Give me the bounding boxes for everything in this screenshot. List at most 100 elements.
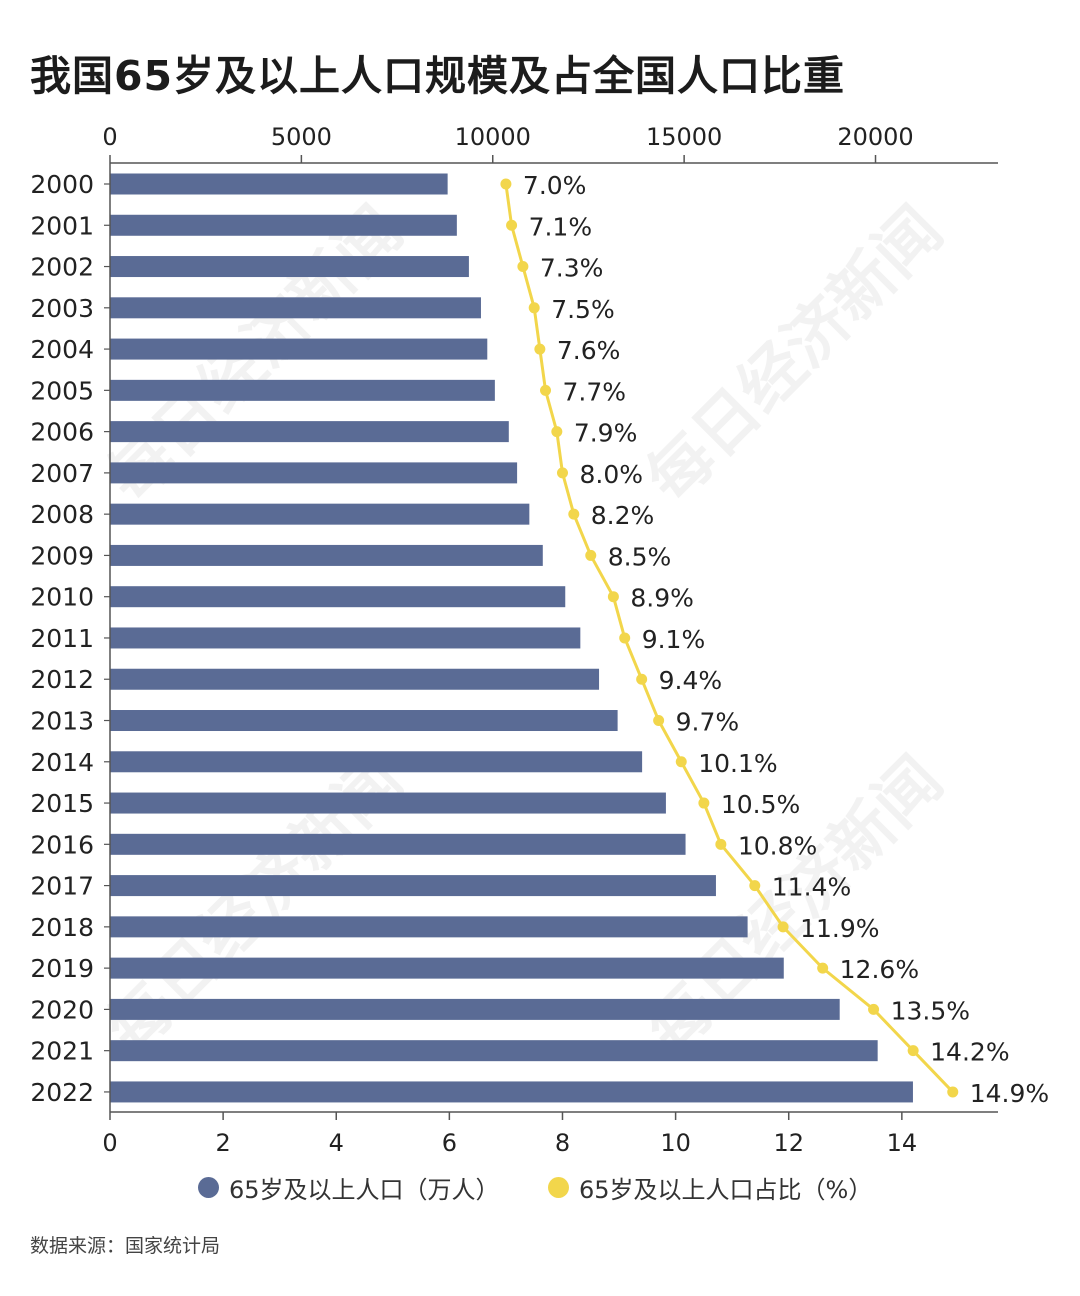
- bottom-axis-tick-label: 10: [660, 1129, 691, 1157]
- share-label-2003: 7.5%: [551, 295, 615, 324]
- axes-group: 0 5000 10000 15000 20000 0 2 4 6 8 10 12 14 2000 2001 2…: [30, 123, 998, 1157]
- watermark: 每日经济新闻: [633, 193, 957, 517]
- share-label-2008: 8.2%: [591, 501, 655, 530]
- year-label-2013: 2013: [30, 707, 94, 736]
- share-label-2010: 8.9%: [630, 584, 694, 613]
- legend: 65岁及以上人口（万人） 65岁及以上人口占比（%）: [0, 1170, 1080, 1204]
- share-label-2015: 10.5%: [721, 790, 800, 819]
- legend-item-population: 65岁及以上人口（万人）: [198, 1170, 500, 1205]
- bar-2012: [110, 668, 600, 690]
- year-label-2006: 2006: [30, 418, 94, 447]
- share-label-2004: 7.6%: [557, 336, 621, 365]
- bar-2019: [110, 957, 784, 979]
- share-point-2019: [817, 962, 829, 974]
- share-label-2002: 7.3%: [540, 254, 604, 283]
- year-label-2009: 2009: [30, 541, 94, 570]
- bar-2018: [110, 916, 748, 938]
- share-point-2011: [619, 632, 631, 644]
- bottom-axis-tick-label: 8: [555, 1129, 570, 1157]
- share-label-2022: 14.9%: [970, 1079, 1049, 1108]
- bar-2002: [110, 256, 469, 278]
- year-label-2000: 2000: [30, 170, 94, 199]
- year-label-2005: 2005: [30, 376, 94, 405]
- bar-2000: [110, 173, 448, 195]
- share-point-2000: [500, 178, 512, 190]
- top-axis-tick-label: 10000: [455, 123, 531, 151]
- year-label-2022: 2022: [30, 1078, 94, 1107]
- share-point-2021: [907, 1045, 919, 1057]
- bottom-axis-tick-label: 4: [329, 1129, 344, 1157]
- year-label-2016: 2016: [30, 830, 94, 859]
- share-line-series: 7.0% 7.1% 7.3% 7.5% 7.6% 7.7% 7.9% 8.0% 8.2% 8.5%…: [500, 171, 1049, 1108]
- year-label-2019: 2019: [30, 954, 94, 983]
- bar-2013: [110, 710, 618, 732]
- bar-2022: [110, 1081, 913, 1103]
- year-label-2017: 2017: [30, 872, 94, 901]
- legend-label-population: 65岁及以上人口（万人）: [229, 1176, 500, 1204]
- legend-label-share: 65岁及以上人口占比（%）: [579, 1176, 873, 1204]
- year-label-2007: 2007: [30, 459, 94, 488]
- share-label-2020: 13.5%: [891, 996, 970, 1025]
- share-point-2017: [749, 880, 761, 892]
- share-label-2019: 12.6%: [840, 955, 919, 984]
- year-label-2015: 2015: [30, 789, 94, 818]
- year-label-2014: 2014: [30, 748, 94, 777]
- bar-2006: [110, 421, 509, 443]
- share-point-2003: [528, 302, 540, 314]
- share-label-2012: 9.4%: [659, 666, 723, 695]
- year-label-2020: 2020: [30, 995, 94, 1024]
- share-point-2001: [506, 219, 518, 231]
- share-point-2015: [698, 797, 710, 809]
- share-label-2000: 7.0%: [523, 171, 587, 200]
- share-label-2013: 9.7%: [676, 708, 740, 737]
- year-label-2008: 2008: [30, 500, 94, 529]
- share-label-2017: 11.4%: [772, 873, 851, 902]
- bottom-axis-tick-label: 2: [215, 1129, 230, 1157]
- share-point-2005: [540, 384, 552, 396]
- bottom-axis-tick-label: 12: [773, 1129, 804, 1157]
- year-label-2021: 2021: [30, 1037, 94, 1066]
- year-label-2018: 2018: [30, 913, 94, 942]
- share-point-2020: [868, 1003, 880, 1015]
- share-label-2007: 8.0%: [579, 460, 643, 489]
- share-point-2004: [534, 343, 546, 355]
- share-label-2014: 10.1%: [698, 749, 777, 778]
- share-point-2013: [653, 715, 665, 727]
- bar-2014: [110, 751, 643, 773]
- share-point-2010: [607, 591, 619, 603]
- bar-2020: [110, 998, 840, 1020]
- year-label-2012: 2012: [30, 665, 94, 694]
- year-label-2011: 2011: [30, 624, 94, 653]
- bottom-axis-tick-label: 6: [442, 1129, 457, 1157]
- year-label-2010: 2010: [30, 583, 94, 612]
- data-source: 数据来源：国家统计局: [30, 1235, 221, 1257]
- top-axis-tick-label: 0: [102, 123, 117, 151]
- share-label-2016: 10.8%: [738, 831, 817, 860]
- bar-2003: [110, 297, 481, 319]
- share-point-2002: [517, 261, 529, 273]
- bar-2008: [110, 503, 530, 525]
- bottom-axis-tick-label: 0: [102, 1129, 117, 1157]
- share-point-2014: [675, 756, 687, 768]
- share-point-2009: [585, 549, 597, 561]
- year-label-2004: 2004: [30, 335, 94, 364]
- bottom-axis-tick-label: 14: [887, 1129, 918, 1157]
- top-axis-tick-label: 20000: [837, 123, 913, 151]
- share-label-2011: 9.1%: [642, 625, 706, 654]
- year-label-2002: 2002: [30, 253, 94, 282]
- legend-swatch-population: [198, 1177, 219, 1198]
- top-axis-tick-label: 5000: [271, 123, 332, 151]
- share-label-2021: 14.2%: [930, 1038, 1009, 1067]
- bar-2001: [110, 214, 457, 236]
- year-label-2003: 2003: [30, 294, 94, 323]
- bar-2010: [110, 586, 566, 608]
- bar-2004: [110, 338, 488, 360]
- bar-2009: [110, 544, 543, 566]
- share-point-2006: [551, 426, 563, 438]
- year-label-2001: 2001: [30, 211, 94, 240]
- share-point-2008: [568, 508, 580, 520]
- share-label-2001: 7.1%: [529, 212, 593, 241]
- share-label-2009: 8.5%: [608, 542, 672, 571]
- share-point-2022: [947, 1086, 959, 1098]
